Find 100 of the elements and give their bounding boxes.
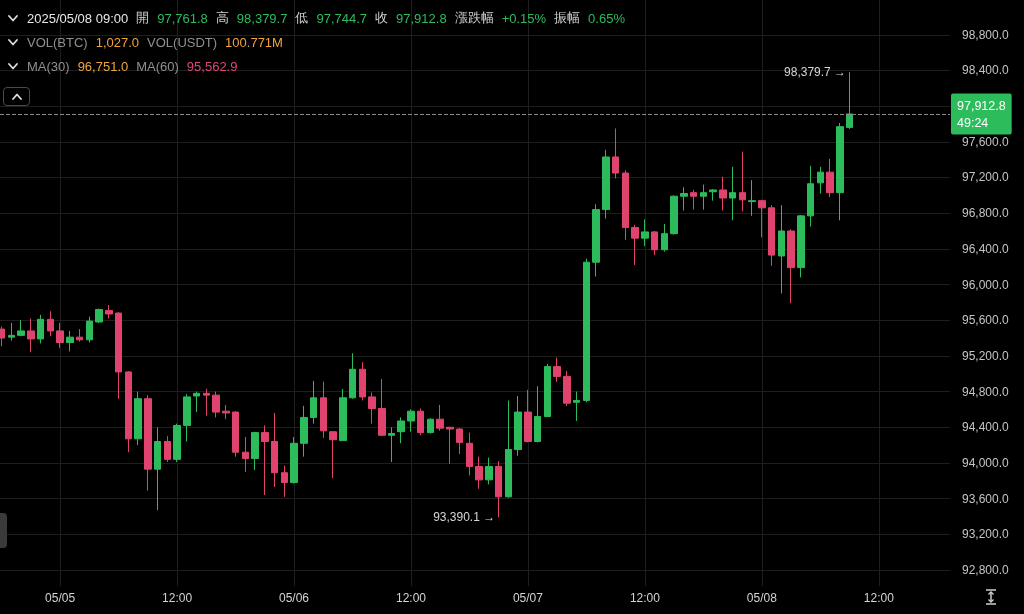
candlestick — [592, 203, 600, 277]
x-tick-label: 12:00 — [629, 591, 661, 605]
y-tick-label: 98,400.0 — [962, 63, 1010, 78]
candlestick — [27, 317, 35, 353]
candlestick — [125, 370, 132, 453]
candlestick — [281, 465, 288, 498]
annotation: 2025/05/08 09:00 — [27, 10, 129, 26]
x-tick-label: 05/07 — [512, 591, 544, 605]
candlestick — [495, 460, 502, 518]
annotation: 95,562.9 — [186, 58, 238, 74]
candlestick — [583, 258, 590, 403]
annotation: 1,027.0 — [95, 34, 140, 50]
y-tick-label: 97,600.0 — [962, 134, 1010, 149]
annotation: 93,390.1 → — [433, 510, 496, 525]
candlestick — [320, 381, 327, 439]
candlestick — [144, 394, 152, 492]
candlestick — [778, 204, 785, 294]
candlestick — [417, 408, 424, 436]
candlestick — [826, 158, 834, 198]
candlestick — [378, 378, 386, 437]
annotation: 96,751.0 — [77, 58, 129, 74]
candlestick — [329, 431, 337, 479]
candlestick — [573, 391, 580, 422]
candlestick — [661, 223, 668, 253]
candlestick — [456, 427, 463, 455]
candlestick — [339, 388, 347, 442]
candlestick — [729, 166, 736, 221]
candlestick — [622, 169, 629, 241]
annotation: 97,744.7 — [316, 10, 368, 26]
y-tick-label: 96,400.0 — [962, 241, 1010, 256]
candlestick — [475, 456, 483, 490]
candlestick — [154, 426, 161, 511]
candlestick — [807, 165, 814, 228]
y-tick-label: 93,600.0 — [962, 491, 1010, 506]
candlestick — [787, 228, 795, 304]
y-tick-label: 96,000.0 — [962, 277, 1010, 292]
annotation: 97,761.8 — [157, 10, 208, 26]
candlestick — [758, 199, 766, 238]
y-tick-label: 98,800.0 — [962, 27, 1010, 42]
candlestick — [700, 184, 707, 211]
candlestick — [631, 224, 639, 266]
candlestick — [368, 391, 376, 425]
candlestick — [115, 311, 122, 400]
candlestick — [602, 149, 610, 220]
candlestick — [37, 314, 44, 344]
candlestick — [183, 393, 191, 443]
y-tick-label: 94,800.0 — [962, 384, 1010, 399]
annotation: MA(60) — [136, 58, 179, 74]
candlestick — [612, 127, 619, 179]
annotation: 漲跌幅 — [454, 9, 494, 27]
candlestick — [271, 412, 278, 488]
candlestick — [86, 316, 93, 343]
candlestick — [47, 310, 54, 337]
annotation: 100.771M — [225, 34, 283, 50]
x-tick-label: 12:00 — [863, 591, 895, 605]
candlestick — [768, 204, 775, 267]
candlestick — [397, 416, 405, 444]
candlestick — [739, 151, 746, 212]
candlestick — [690, 189, 697, 211]
candlestick — [212, 391, 220, 418]
candlestick — [388, 426, 395, 463]
candlestick — [300, 405, 308, 458]
candlestick — [290, 436, 298, 484]
annotation: +0.15% — [501, 10, 547, 26]
candlestick — [251, 431, 259, 471]
candlestick — [203, 388, 210, 417]
candlestick — [242, 436, 249, 473]
x-tick-label: 05/05 — [45, 591, 76, 605]
annotation: 98,379.7 — [236, 10, 288, 26]
candlestick — [544, 363, 551, 418]
y-tick-label: 97,200.0 — [962, 170, 1010, 185]
annotation: 振幅 — [554, 9, 581, 27]
candlestick — [680, 186, 688, 211]
ref-line-label: 97,912.8 — [957, 98, 1006, 113]
candlestick — [553, 357, 561, 383]
candlestick — [436, 404, 444, 432]
annotation: 0.65% — [588, 10, 625, 26]
annotation: VOL(USDT) — [147, 34, 218, 50]
y-tick-label: 92,800.0 — [962, 562, 1010, 577]
annotation: 低 — [295, 9, 309, 27]
annotation: 高 — [215, 9, 229, 27]
candlestick — [534, 385, 541, 443]
candlestick — [709, 188, 717, 202]
candlestick — [232, 410, 239, 458]
candlestick — [310, 380, 317, 425]
candlestick — [164, 435, 171, 463]
candlestick — [641, 218, 649, 247]
candlestick — [17, 319, 25, 337]
candlestick — [56, 322, 64, 349]
candlestick — [485, 457, 493, 485]
candlestick — [427, 417, 434, 434]
y-tick-label: 96,800.0 — [962, 206, 1010, 221]
candlestick — [563, 370, 571, 407]
candlestick — [193, 391, 200, 413]
annotation: MA(30) — [27, 58, 70, 74]
x-tick-label: 12:00 — [162, 591, 193, 605]
candlestick — [95, 308, 103, 324]
candlestick — [817, 166, 824, 195]
x-tick-label: 12:00 — [395, 591, 427, 605]
x-tick-label: 05/06 — [279, 591, 310, 605]
